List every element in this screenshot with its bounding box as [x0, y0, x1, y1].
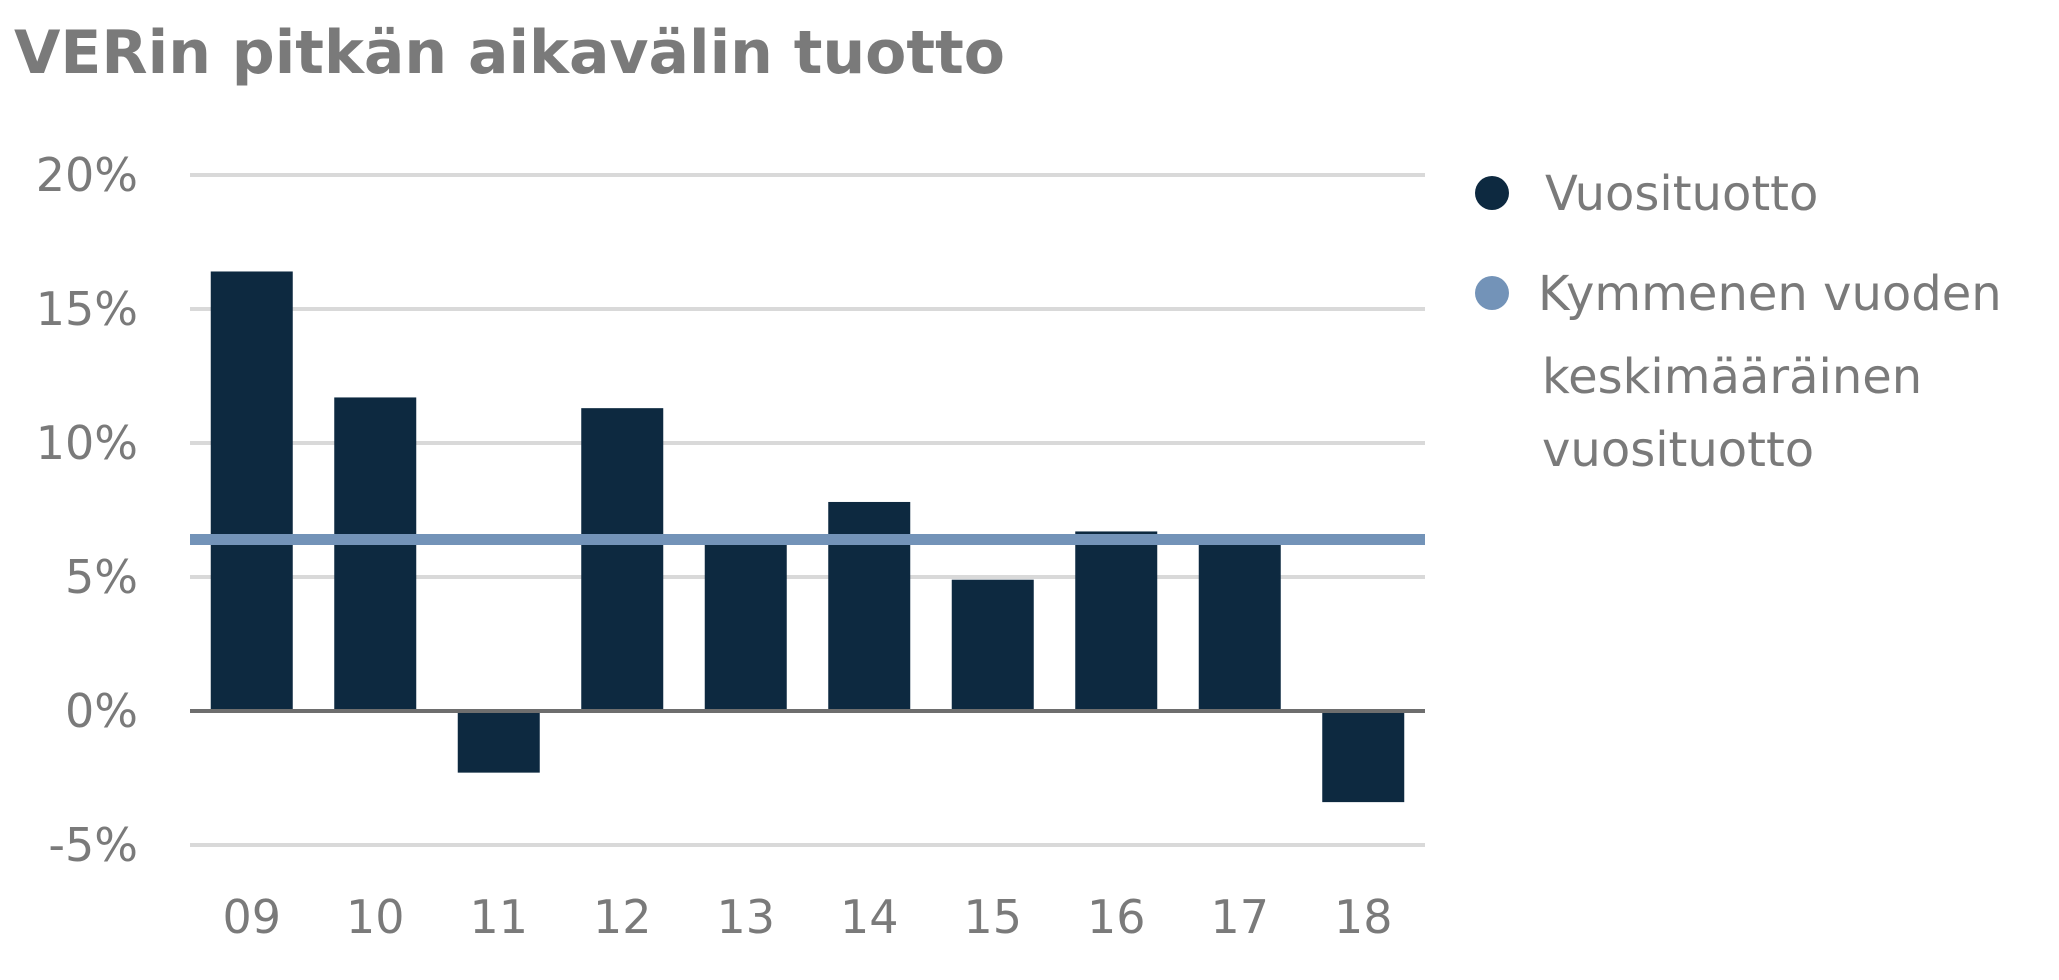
x-axis-ticks: 09 10 11 12 13 14 15 16 17 18 — [222, 890, 1392, 944]
x-tick-label: 10 — [346, 890, 405, 944]
legend: Vuosituotto Kymmenen vuoden keskimääräinen… — [1475, 166, 2002, 478]
x-tick-label: 13 — [716, 890, 775, 944]
bar-09 — [210, 271, 293, 711]
x-tick-label: 14 — [840, 890, 899, 944]
chart-title: VERin pitkän aikavälin tuotto — [14, 18, 1005, 88]
bar-11 — [457, 711, 540, 773]
y-tick-label: 10% — [36, 416, 138, 470]
legend-dot-vuosituotto — [1475, 176, 1509, 210]
bar-16 — [1075, 531, 1158, 711]
x-tick-label: 12 — [593, 890, 652, 944]
bars — [210, 271, 1405, 803]
bar-10 — [334, 397, 417, 711]
x-tick-label: 09 — [222, 890, 281, 944]
legend-dot-average — [1475, 276, 1509, 310]
x-tick-label: 15 — [963, 890, 1022, 944]
x-tick-label: 11 — [469, 890, 528, 944]
bar-17 — [1198, 539, 1281, 711]
y-axis-ticks: 20% 15% 10% 5% 0% -5% — [36, 148, 138, 872]
bar-15 — [951, 579, 1034, 711]
x-tick-label: 17 — [1210, 890, 1269, 944]
y-tick-label: 20% — [36, 148, 138, 202]
bar-13 — [704, 539, 787, 711]
x-tick-label: 18 — [1334, 890, 1393, 944]
y-tick-label: -5% — [48, 818, 138, 872]
legend-label-average-line-3: vuosituotto — [1542, 422, 1814, 478]
bar-12 — [581, 408, 664, 711]
legend-label-vuosituotto: Vuosituotto — [1545, 166, 1818, 222]
legend-label-average-line-1: Kymmenen vuoden — [1538, 266, 2002, 322]
y-tick-label: 0% — [65, 684, 138, 738]
bar-18 — [1322, 711, 1405, 803]
y-tick-label: 5% — [65, 550, 138, 604]
legend-label-average-line-2: keskimääräinen — [1542, 349, 1922, 405]
bar-14 — [828, 501, 911, 711]
x-tick-label: 16 — [1087, 890, 1146, 944]
y-tick-label: 15% — [36, 282, 138, 336]
